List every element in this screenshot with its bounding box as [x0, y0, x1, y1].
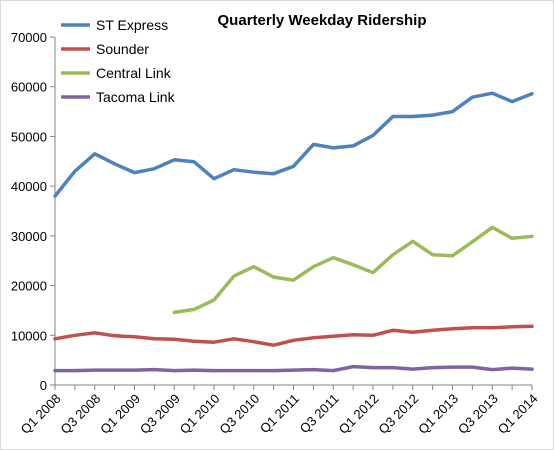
series-line-tacoma-link: [53, 364, 534, 373]
series-line-st-express: [53, 91, 534, 198]
series-layer: [53, 91, 534, 373]
y-axis: 0 10000 20000 30000 40000 50000 60000 70000: [11, 30, 56, 393]
chart-title: Quarterly Weekday Ridership: [218, 12, 427, 29]
legend-label-central-link: Central Link: [96, 65, 172, 81]
legend-label-sounder: Sounder: [96, 41, 149, 57]
y-tick-label: 60000: [11, 80, 47, 95]
legend-label-st-express: ST Express: [96, 17, 168, 33]
y-tick-label: 70000: [11, 30, 47, 45]
legend: ST Express Sounder Central Link Tacoma Link: [61, 17, 176, 105]
legend-label-tacoma-link: Tacoma Link: [96, 89, 176, 105]
y-tick-label: 50000: [11, 129, 47, 144]
y-tick-label: 20000: [11, 279, 47, 294]
y-tick-label: 10000: [11, 328, 47, 343]
y-tick-label: 0: [40, 378, 47, 393]
y-tick-label: 30000: [11, 229, 47, 244]
series-line-central-link: [172, 225, 534, 315]
series-line-sounder: [53, 324, 534, 347]
y-tick-label: 40000: [11, 179, 47, 194]
